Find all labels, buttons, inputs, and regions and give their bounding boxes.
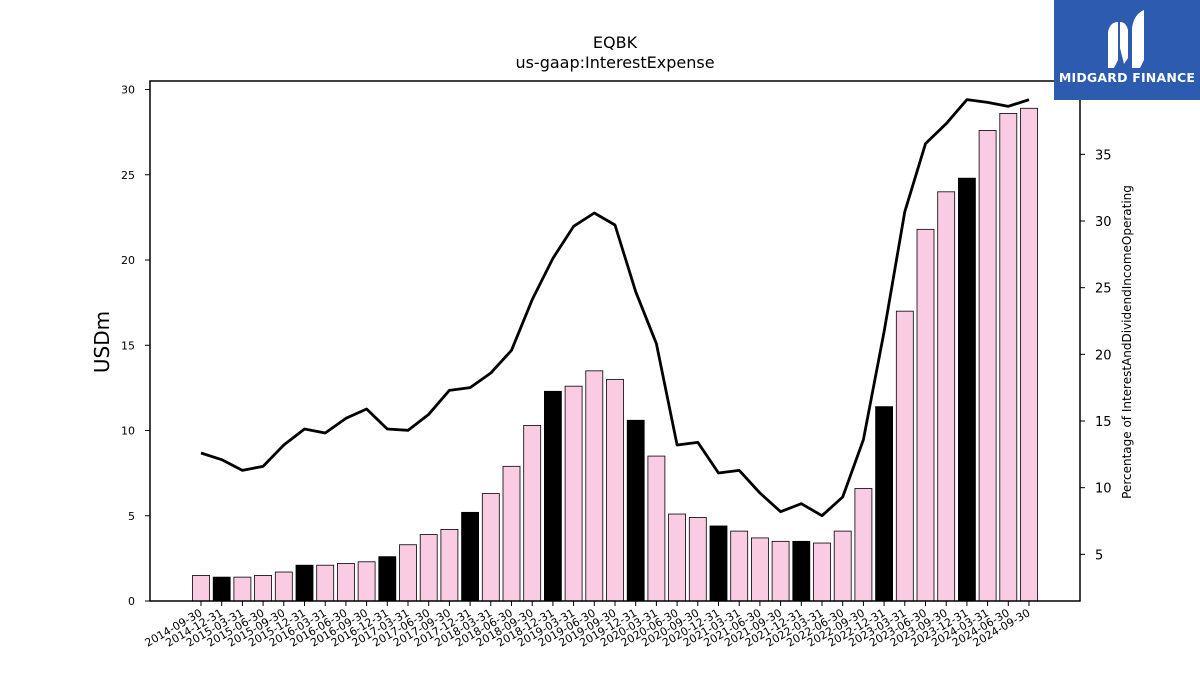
series-line bbox=[200, 98, 1030, 518]
axes-group: 05101520253051015202530352014-09-302014-… bbox=[121, 84, 1112, 650]
bar-2024-06-30 bbox=[999, 112, 1018, 602]
y-tick-label: 15 bbox=[121, 339, 135, 352]
bar-2020-12-31 bbox=[709, 525, 728, 602]
bar-2022-03-31 bbox=[813, 542, 831, 602]
y-tick-label: 30 bbox=[121, 84, 135, 97]
bar-2016-09-30 bbox=[357, 561, 376, 602]
bar-2015-06-30 bbox=[254, 575, 273, 602]
y2-tick-label: 25 bbox=[1095, 282, 1112, 297]
bar-2021-09-30 bbox=[771, 540, 790, 602]
y2-tick-label: 20 bbox=[1095, 348, 1112, 363]
y2-tick-label: 10 bbox=[1095, 482, 1112, 497]
bar-2017-12-31 bbox=[461, 511, 480, 602]
bar-2022-06-30 bbox=[833, 530, 852, 602]
y-tick-label: 5 bbox=[128, 510, 135, 523]
y-tick-label: 0 bbox=[128, 595, 135, 608]
y-tick-label: 10 bbox=[121, 425, 135, 438]
bar-2021-03-31 bbox=[730, 530, 749, 602]
bar-2016-12-31 bbox=[378, 556, 397, 602]
y-tick-label: 25 bbox=[121, 169, 135, 182]
chart-subtitle: us-gaap:InterestExpense bbox=[515, 53, 714, 72]
bar-2020-06-30 bbox=[668, 513, 686, 602]
bar-2015-03-31 bbox=[233, 576, 252, 602]
bar-2016-06-30 bbox=[336, 563, 355, 602]
brand-logo: MIDGARD FINANCE bbox=[1054, 0, 1200, 100]
bar-2019-09-30 bbox=[606, 378, 624, 602]
bar-2017-06-30 bbox=[419, 534, 438, 602]
y2-tick-label: 30 bbox=[1095, 215, 1112, 230]
y-tick-label: 20 bbox=[121, 254, 135, 267]
y2-axis-label: Percentage of InterestAndDividendIncomeO… bbox=[1120, 185, 1134, 499]
y2-tick-label: 15 bbox=[1095, 415, 1112, 430]
bar-2021-12-31 bbox=[792, 540, 811, 602]
bar-2022-09-30 bbox=[854, 488, 873, 602]
bar-2023-03-31 bbox=[895, 310, 914, 602]
bar-2018-09-30 bbox=[523, 424, 542, 602]
bar-2019-03-31 bbox=[564, 385, 583, 602]
bar-2017-03-31 bbox=[399, 544, 417, 602]
bar-2017-09-30 bbox=[440, 528, 459, 602]
bar-2019-06-30 bbox=[585, 370, 604, 602]
bar-2014-09-30 bbox=[192, 575, 210, 602]
line-group bbox=[200, 98, 1030, 518]
bar-2021-06-30 bbox=[751, 537, 769, 602]
y-axis-label: USDm bbox=[90, 311, 114, 373]
bar-2018-12-31 bbox=[544, 390, 562, 602]
chart-title: EQBK bbox=[593, 33, 638, 52]
y2-tick-label: 5 bbox=[1095, 548, 1103, 563]
bar-2018-06-30 bbox=[502, 465, 521, 602]
y2-tick-label: 35 bbox=[1095, 148, 1112, 163]
bar-2023-12-31 bbox=[958, 177, 976, 602]
bar-2020-03-31 bbox=[647, 455, 666, 602]
bar-2024-09-30 bbox=[1020, 107, 1038, 602]
bar-2020-09-30 bbox=[688, 517, 707, 602]
bar-2015-09-30 bbox=[274, 571, 293, 602]
plot-frame bbox=[149, 80, 1081, 602]
bar-2023-09-30 bbox=[937, 191, 956, 602]
bar-2016-03-31 bbox=[316, 564, 335, 602]
bar-2019-12-31 bbox=[626, 419, 645, 602]
bar-2023-06-30 bbox=[916, 228, 935, 602]
logo-mark-icon bbox=[1108, 10, 1144, 68]
bar-2018-03-31 bbox=[481, 493, 500, 602]
bar-2014-12-31 bbox=[212, 576, 231, 602]
bars-group bbox=[192, 107, 1038, 602]
bar-2022-12-31 bbox=[875, 406, 893, 602]
logo-text: MIDGARD FINANCE bbox=[1058, 70, 1196, 85]
bar-2015-12-31 bbox=[295, 564, 314, 602]
bar-2024-03-31 bbox=[978, 130, 997, 602]
